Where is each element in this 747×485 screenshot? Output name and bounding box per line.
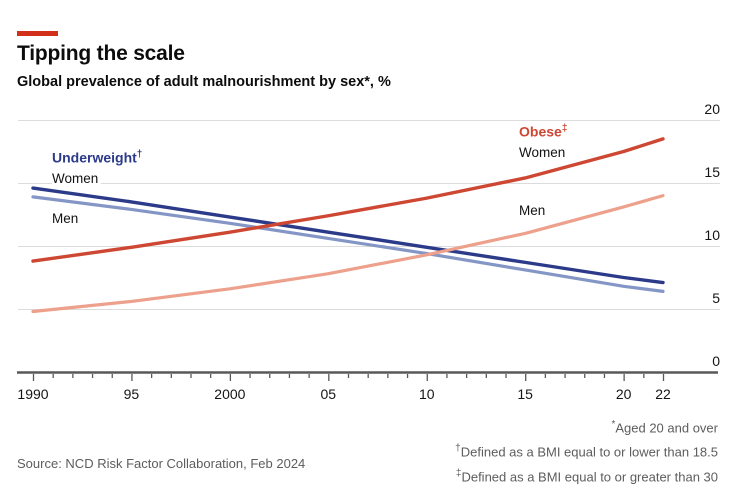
underweight-women-label: Women — [52, 171, 102, 187]
footnote-aged: *Aged 20 and over — [611, 419, 718, 436]
footnote-obese-def: ‡Defined as a BMI equal to or greater th… — [455, 467, 718, 484]
svg-text:2000: 2000 — [214, 386, 245, 402]
svg-text:10: 10 — [704, 227, 720, 243]
economist-red-tick — [17, 31, 58, 36]
x-axis — [17, 371, 718, 381]
svg-text:20: 20 — [616, 386, 632, 402]
obese-women-label: Women — [519, 145, 569, 161]
underweight-series-label-text: Underweight — [52, 149, 137, 166]
source-credit: Source: NCD Risk Factor Collaboration, F… — [17, 456, 306, 471]
line-obese-women — [31, 137, 665, 263]
dagger-symbol: † — [455, 443, 461, 455]
dagger-symbol: † — [136, 149, 143, 160]
line-obese-men — [31, 194, 665, 314]
chart-subtitle: Global prevalence of adult malnourishmen… — [17, 74, 391, 90]
y-axis-labels: 0 5 10 15 20 — [704, 101, 720, 369]
svg-text:20: 20 — [704, 101, 720, 117]
svg-text:15: 15 — [517, 386, 533, 402]
svg-text:95: 95 — [124, 386, 140, 402]
svg-text:5: 5 — [712, 290, 720, 306]
underweight-men-label: Men — [52, 211, 82, 227]
svg-text:15: 15 — [704, 164, 720, 180]
line-underweight-women — [31, 186, 665, 285]
svg-text:10: 10 — [419, 386, 435, 402]
double-dagger-symbol: ‡ — [455, 467, 462, 479]
svg-text:05: 05 — [321, 386, 337, 402]
asterisk-symbol: * — [611, 419, 616, 430]
svg-text:0: 0 — [712, 353, 720, 369]
svg-text:1990: 1990 — [17, 386, 48, 402]
line-underweight-men — [31, 195, 665, 293]
obese-series-label-text: Obese — [519, 123, 562, 140]
x-axis-labels: 1990 95 2000 05 10 15 20 22 — [17, 386, 671, 402]
series-lines — [31, 137, 665, 314]
svg-text:22: 22 — [655, 386, 671, 402]
double-dagger-symbol: ‡ — [561, 123, 568, 134]
footnotes: *Aged 20 and over †Defined as a BMI equa… — [455, 414, 718, 485]
chart-title: Tipping the scale — [17, 42, 185, 65]
obese-series-label: Obese‡ — [519, 123, 571, 140]
underweight-series-label: Underweight† — [52, 149, 146, 166]
footnote-underweight-def: †Defined as a BMI equal to or lower than… — [455, 443, 718, 460]
obese-men-label: Men — [519, 203, 549, 219]
